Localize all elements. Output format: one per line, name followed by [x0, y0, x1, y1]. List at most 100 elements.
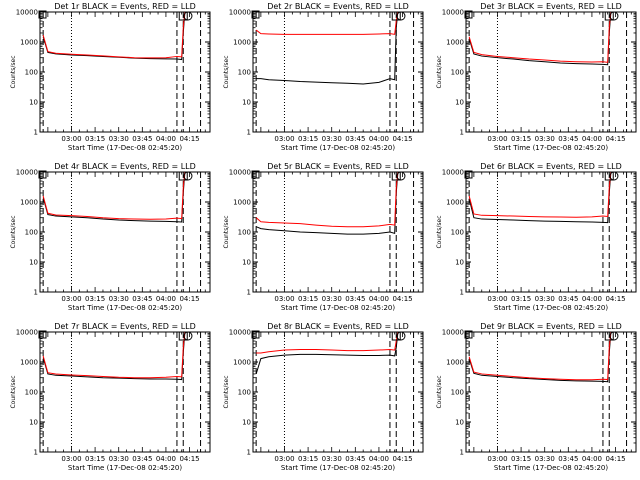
square-marker	[178, 11, 188, 21]
y-axis-label: Counts/sec	[223, 375, 230, 408]
y-axis-label: Counts/sec	[10, 375, 17, 408]
x-axis-label: Start Time (17-Dec-08 02:45:20)	[494, 304, 608, 312]
xtick-label: 04:15	[392, 295, 412, 303]
y-axis-label: Counts/sec	[223, 215, 230, 248]
xtick-label: 03:45	[345, 135, 365, 143]
xtick-label: 03:15	[511, 135, 531, 143]
ytick-label: 1	[247, 289, 251, 297]
ytick-label: 10	[29, 259, 38, 267]
square-marker	[391, 331, 401, 341]
ytick-label: 10000	[229, 169, 251, 177]
plot-frame	[465, 331, 637, 453]
series-events-line	[42, 13, 186, 61]
xtick-label: 03:30	[535, 135, 555, 143]
square-marker	[604, 11, 614, 21]
series-lld-line	[468, 11, 612, 63]
panel-det-5: Det 5r BLACK = Events, RED = LLD 1 10 100 10…	[223, 162, 424, 312]
xtick-label: 03:00	[61, 295, 81, 303]
circle-marker	[183, 171, 193, 181]
x-axis-label: Start Time (17-Dec-08 02:45:20)	[68, 144, 182, 152]
ytick-label: 10	[242, 99, 251, 107]
panel-det-3: Det 3r BLACK = Events, RED = LLD 1 10 100 10…	[436, 2, 637, 152]
plot-frame	[465, 171, 637, 293]
circle-marker	[609, 11, 619, 21]
xtick-label: 04:00	[582, 135, 602, 143]
ytick-label: 1000	[20, 39, 38, 47]
ytick-label: 1000	[446, 199, 464, 207]
xtick-label: 04:15	[179, 455, 199, 463]
xtick-label: 03:00	[61, 135, 81, 143]
series-events-line	[42, 173, 186, 223]
xtick-label: 04:00	[582, 295, 602, 303]
ytick-label: 10000	[16, 169, 38, 177]
ytick-label: 100	[451, 69, 464, 77]
xtick-label: 03:00	[61, 455, 81, 463]
panel-title: Det 7r BLACK = Events, RED = LLD	[54, 322, 196, 331]
y-axis-label: Counts/sec	[436, 215, 443, 248]
series-events-line	[468, 13, 612, 66]
series-lld-line	[42, 331, 186, 379]
ytick-label: 1000	[20, 359, 38, 367]
x-axis-label: Start Time (17-Dec-08 02:45:20)	[281, 464, 395, 472]
ytick-label: 1	[460, 449, 464, 457]
plot-frame	[252, 11, 424, 133]
xtick-label: 03:15	[298, 455, 318, 463]
ytick-label: 1	[460, 289, 464, 297]
xtick-label: 04:00	[582, 455, 602, 463]
ytick-label: 100	[451, 389, 464, 397]
corner-square-marker	[464, 10, 473, 19]
xtick-label: 03:15	[511, 455, 531, 463]
xtick-label: 03:15	[511, 295, 531, 303]
corner-square-marker	[38, 10, 47, 19]
xtick-label: 04:15	[179, 135, 199, 143]
panel-title: Det 8r BLACK = Events, RED = LLD	[267, 322, 409, 331]
square-marker	[178, 331, 188, 341]
ytick-label: 1	[460, 129, 464, 137]
series-events-line	[255, 333, 399, 375]
xtick-label: 03:30	[322, 455, 342, 463]
xtick-label: 03:45	[132, 455, 152, 463]
circle-marker	[396, 171, 406, 181]
ytick-label: 10	[455, 259, 464, 267]
corner-square-marker	[251, 330, 260, 339]
panel-det-1: Det 1r BLACK = Events, RED = LLD 1 10 100 10…	[10, 2, 211, 152]
circle-marker	[396, 11, 406, 21]
plot-frame	[39, 11, 211, 133]
square-marker	[604, 171, 614, 181]
panel-title: Det 4r BLACK = Events, RED = LLD	[54, 162, 196, 171]
ytick-label: 1000	[233, 39, 251, 47]
xtick-label: 04:00	[369, 135, 389, 143]
x-axis-label: Start Time (17-Dec-08 02:45:20)	[494, 144, 608, 152]
xtick-label: 03:15	[85, 295, 105, 303]
xtick-label: 04:00	[156, 135, 176, 143]
xtick-label: 03:00	[487, 455, 507, 463]
ytick-label: 10000	[442, 169, 464, 177]
plot-frame	[465, 11, 637, 133]
series-lld-line	[255, 171, 399, 228]
xtick-label: 04:00	[369, 295, 389, 303]
xtick-label: 03:00	[487, 135, 507, 143]
ytick-label: 1	[247, 449, 251, 457]
panel-det-4: Det 4r BLACK = Events, RED = LLD 1 10 100 10…	[10, 162, 211, 312]
corner-square-marker	[251, 10, 260, 19]
ytick-label: 100	[25, 389, 38, 397]
ytick-label: 10000	[229, 9, 251, 17]
xtick-label: 03:30	[109, 295, 129, 303]
series-lld-line	[42, 171, 186, 220]
xtick-label: 03:15	[85, 135, 105, 143]
series-lld-line	[255, 11, 399, 35]
xtick-label: 03:45	[132, 135, 152, 143]
series-lld-line	[42, 11, 186, 59]
xtick-label: 03:45	[345, 455, 365, 463]
square-marker	[604, 331, 614, 341]
square-marker	[391, 11, 401, 21]
ytick-label: 10	[455, 419, 464, 427]
y-axis-label: Counts/sec	[223, 55, 230, 88]
ytick-label: 100	[25, 229, 38, 237]
panel-title: Det 2r BLACK = Events, RED = LLD	[267, 2, 409, 11]
xtick-label: 04:15	[392, 455, 412, 463]
x-axis-label: Start Time (17-Dec-08 02:45:20)	[494, 464, 608, 472]
panel-title: Det 6r BLACK = Events, RED = LLD	[480, 162, 622, 171]
series-events-line	[256, 11, 399, 85]
ytick-label: 100	[25, 69, 38, 77]
